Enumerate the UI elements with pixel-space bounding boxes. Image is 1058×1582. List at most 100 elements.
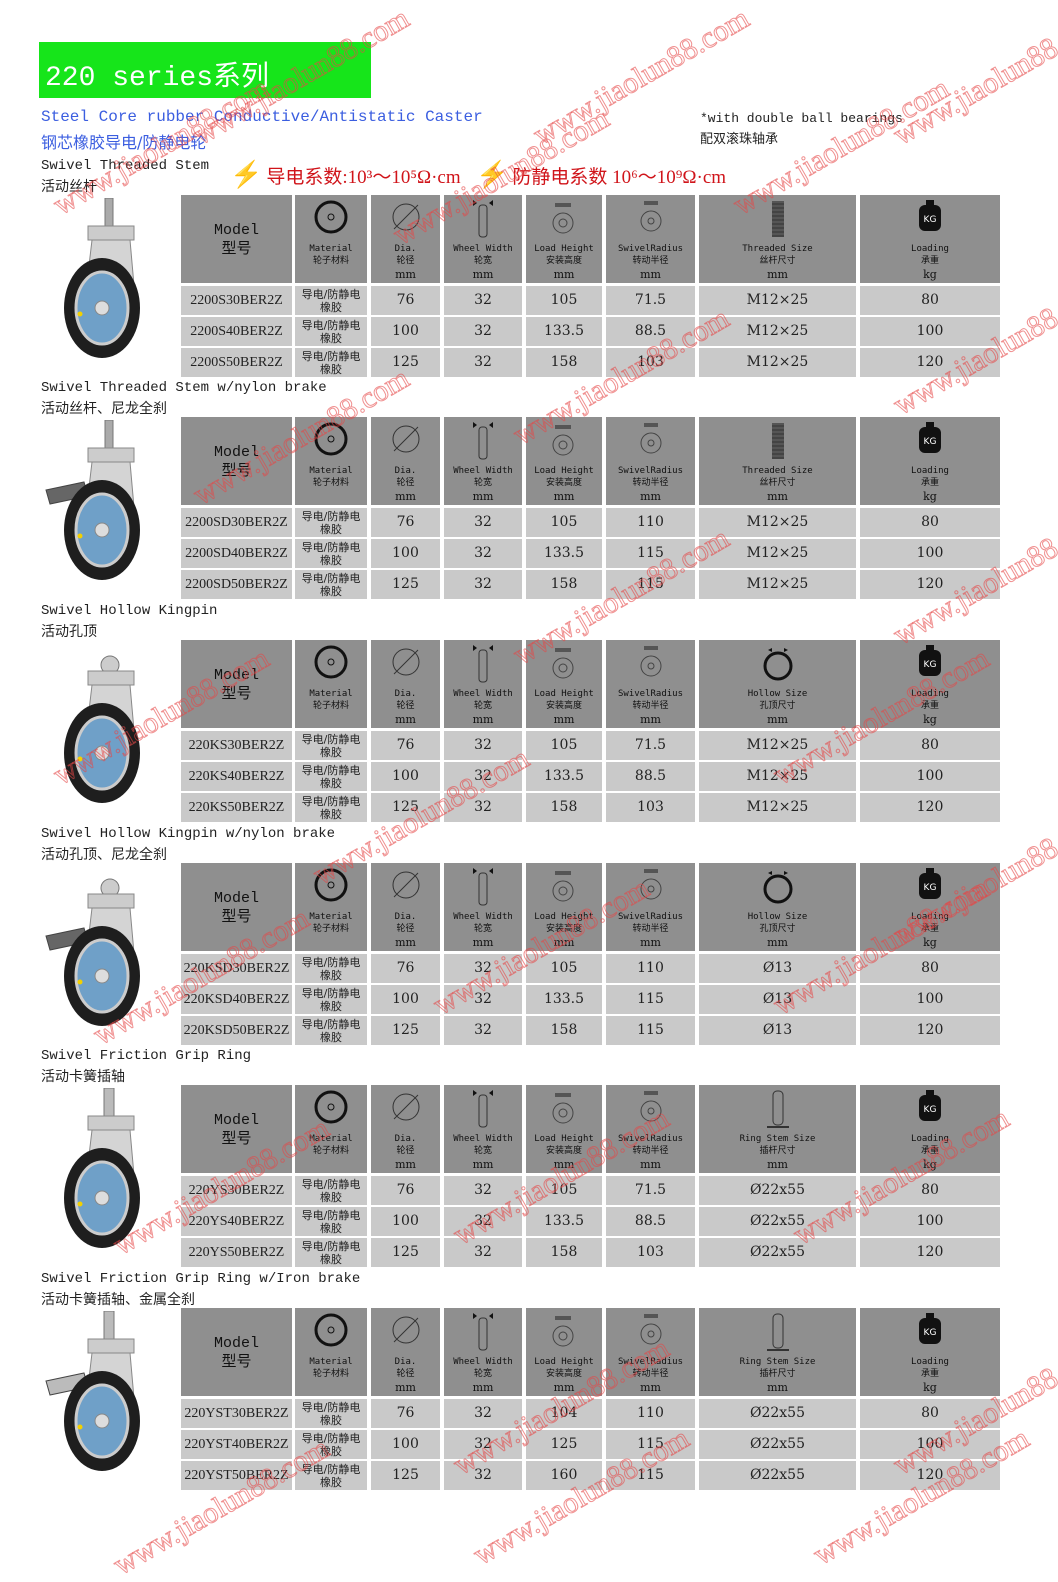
header-load: Load Height 安装高度 mm: [526, 1308, 602, 1396]
cell-wheel-width: 32: [444, 1430, 522, 1459]
kg-icon: KG: [915, 421, 945, 459]
cell-load-height: 158: [526, 570, 602, 599]
header-label-en: Hollow Size: [747, 689, 808, 699]
dia-icon: [388, 421, 424, 461]
header-unit: mm: [553, 268, 575, 281]
header-unit: mm: [553, 490, 575, 503]
header-label-cn: 轮宽: [473, 924, 492, 934]
cell-size: M12×25: [699, 508, 856, 537]
header-label-cn: 轮径: [396, 701, 415, 711]
cell-size: M12×25: [699, 793, 856, 822]
header-label-en: Ring Stem Size: [739, 1357, 816, 1367]
bearing-note-en: *with double ball bearings: [700, 111, 903, 126]
subtitle-en: Steel Core rubber Conductive/Antistatic …: [41, 108, 483, 126]
cell-diameter: 100: [371, 317, 440, 346]
cell-load-height: 133.5: [526, 985, 602, 1014]
cell-material: 导电/防静电 橡胶: [295, 985, 367, 1014]
header-swivel: SwivelRadius 转动半径 mm: [606, 417, 695, 505]
cell-wheel-width: 32: [444, 1176, 522, 1205]
cell-loading: 100: [860, 539, 1000, 568]
header-label-cn: 轮宽: [473, 1369, 492, 1379]
header-label-en: Threaded Size: [742, 244, 813, 254]
header-unit: mm: [472, 936, 494, 949]
header-size: Hollow Size 孔顶尺寸 mm: [699, 640, 856, 728]
cell-swivel-radius: 71.5: [606, 731, 695, 760]
cell-loading: 100: [860, 317, 1000, 346]
cell-model: 220KS40BER2Z: [181, 762, 292, 791]
header-size: Ring Stem Size 插杆尺寸 mm: [699, 1085, 856, 1173]
header-label-en: Wheel Width: [453, 466, 513, 476]
dia-icon: [388, 644, 424, 684]
header-unit: kg: [923, 1381, 937, 1394]
header-label-cn: 安装高度: [545, 1369, 582, 1379]
header-unit: mm: [767, 490, 788, 503]
swivel-icon: [636, 867, 666, 909]
load-icon: [549, 1312, 579, 1354]
header-dia: Dia. 轮径 mm: [371, 1085, 440, 1173]
header-width: Wheel Width 轮宽 mm: [444, 1085, 522, 1173]
cell-swivel-radius: 110: [606, 954, 695, 983]
header-load: Load Height 安装高度 mm: [526, 640, 602, 728]
cell-material: 导电/防静电 橡胶: [295, 762, 367, 791]
header-label-cn: 转动半径: [632, 924, 669, 934]
header-unit: kg: [923, 713, 937, 726]
cell-material: 导电/防静电 橡胶: [295, 1238, 367, 1267]
caster-photo: [44, 419, 172, 588]
cell-wheel-width: 32: [444, 762, 522, 791]
header-material: Material 轮子材料: [295, 1085, 367, 1173]
section-title-cn: 活动卡簧插轴: [41, 1069, 125, 1085]
load-icon: [549, 199, 579, 241]
subtitle-cn: 钢芯橡胶导电/防静电轮: [41, 133, 207, 152]
cell-material: 导电/防静电 橡胶: [295, 317, 367, 346]
width-icon: [471, 421, 495, 465]
cell-diameter: 125: [371, 348, 440, 377]
header-load: Load Height 安装高度 mm: [526, 1085, 602, 1173]
kg-icon: KG: [915, 199, 945, 237]
cell-size: Ø22x55: [699, 1207, 856, 1236]
header-label-en: Dia.: [394, 689, 417, 699]
cell-load-height: 158: [526, 1016, 602, 1045]
cell-swivel-radius: 88.5: [606, 317, 695, 346]
header-label-cn: 安装高度: [545, 256, 582, 266]
cell-wheel-width: 32: [444, 570, 522, 599]
cell-load-height: 133.5: [526, 317, 602, 346]
header-label-cn: 轮子材料: [312, 256, 349, 266]
cell-swivel-radius: 103: [606, 793, 695, 822]
header-label-cn: 丝杆尺寸: [759, 256, 796, 266]
header-label-en: Dia.: [394, 912, 417, 922]
header-label-en: Material: [309, 1134, 353, 1144]
load-icon: [549, 644, 579, 686]
header-label-cn: 轮子材料: [312, 1369, 349, 1379]
swivel-icon: [636, 1089, 666, 1131]
cell-size: Ø22x55: [699, 1399, 856, 1428]
header-dia: Dia. 轮径 mm: [371, 640, 440, 728]
cell-loading: 120: [860, 570, 1000, 599]
section-title-cn: 活动卡簧插轴、金属全刹: [41, 1292, 195, 1308]
cell-model: 2200SD30BER2Z: [181, 508, 292, 537]
cell-size: M12×25: [699, 317, 856, 346]
cell-model: 2200SD50BER2Z: [181, 570, 292, 599]
svg-text:KG: KG: [924, 660, 937, 670]
header-swivel: SwivelRadius 转动半径 mm: [606, 1085, 695, 1173]
cell-size: Ø22x55: [699, 1430, 856, 1459]
cell-load-height: 133.5: [526, 1207, 602, 1236]
header-label-en: Load Height: [534, 244, 594, 254]
header-label-en: Material: [309, 466, 353, 476]
header-swivel: SwivelRadius 转动半径 mm: [606, 640, 695, 728]
header-loading: KG Loading 承重 kg: [860, 640, 1000, 728]
cell-wheel-width: 32: [444, 954, 522, 983]
header-label-en: SwivelRadius: [617, 1134, 684, 1144]
svg-text:KG: KG: [924, 1328, 937, 1338]
header-unit: mm: [553, 1158, 575, 1171]
header-unit: mm: [640, 936, 661, 949]
header-label-en: Material: [309, 912, 353, 922]
cell-size: M12×25: [699, 539, 856, 568]
header-width: Wheel Width 轮宽 mm: [444, 417, 522, 505]
cell-model: 220YST30BER2Z: [181, 1399, 292, 1428]
header-unit: mm: [553, 1381, 575, 1394]
header-label-en: Model: [213, 444, 259, 461]
width-icon: [471, 644, 495, 688]
header-material: Material 轮子材料: [295, 417, 367, 505]
cell-loading: 120: [860, 348, 1000, 377]
cell-wheel-width: 32: [444, 348, 522, 377]
